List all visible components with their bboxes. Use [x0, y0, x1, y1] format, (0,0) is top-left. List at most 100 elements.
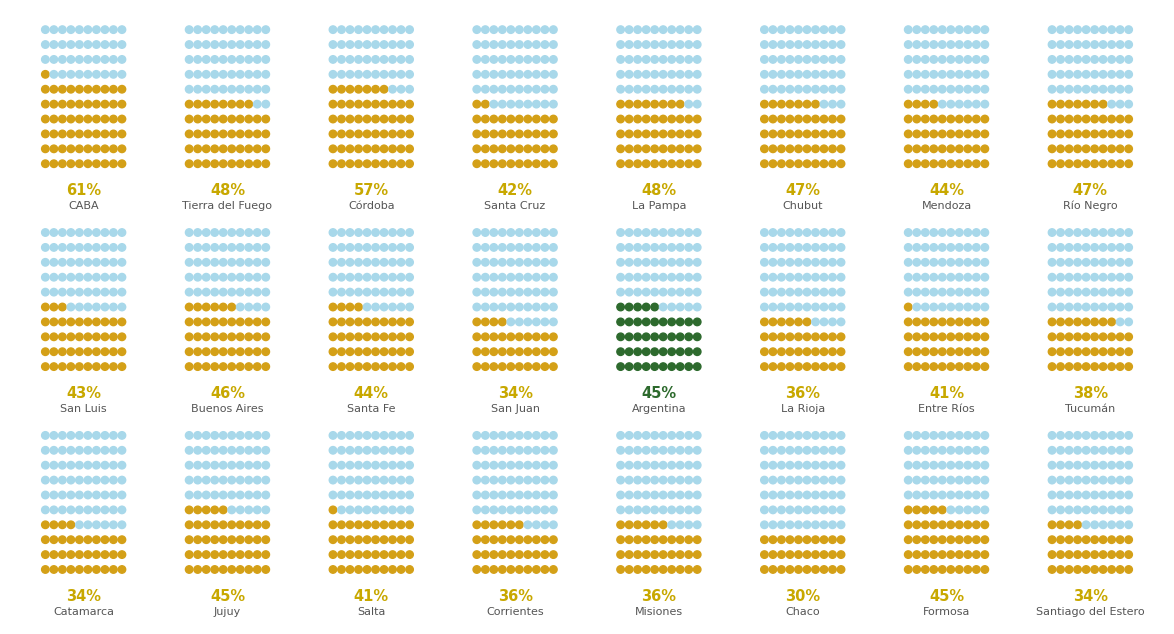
Ellipse shape [668, 318, 675, 326]
Ellipse shape [795, 130, 802, 138]
Ellipse shape [380, 521, 387, 529]
Ellipse shape [119, 303, 126, 311]
Ellipse shape [922, 26, 929, 34]
Ellipse shape [338, 462, 345, 469]
Ellipse shape [1091, 303, 1099, 311]
Ellipse shape [668, 259, 675, 266]
Ellipse shape [922, 348, 929, 356]
Ellipse shape [947, 160, 954, 167]
Ellipse shape [956, 145, 963, 153]
Ellipse shape [533, 70, 540, 78]
Ellipse shape [795, 536, 802, 543]
Ellipse shape [694, 446, 701, 454]
Ellipse shape [372, 506, 379, 514]
Ellipse shape [769, 273, 777, 281]
Ellipse shape [821, 70, 828, 78]
Ellipse shape [668, 70, 675, 78]
Ellipse shape [355, 506, 363, 514]
Ellipse shape [397, 318, 405, 326]
Ellipse shape [397, 229, 405, 236]
Ellipse shape [930, 476, 938, 484]
Ellipse shape [406, 318, 413, 326]
Ellipse shape [777, 26, 785, 34]
Ellipse shape [811, 115, 819, 123]
Ellipse shape [85, 333, 92, 340]
Ellipse shape [109, 432, 117, 439]
Ellipse shape [803, 259, 811, 266]
Ellipse shape [837, 243, 845, 251]
Ellipse shape [549, 160, 558, 167]
Ellipse shape [67, 536, 75, 543]
Ellipse shape [1074, 551, 1081, 559]
Ellipse shape [642, 70, 650, 78]
Ellipse shape [981, 491, 989, 499]
Ellipse shape [245, 115, 252, 123]
Ellipse shape [202, 259, 210, 266]
Ellipse shape [676, 303, 684, 311]
Ellipse shape [228, 145, 236, 153]
Ellipse shape [668, 41, 675, 48]
Ellipse shape [245, 536, 252, 543]
Ellipse shape [1082, 130, 1089, 138]
Ellipse shape [109, 160, 117, 167]
Ellipse shape [346, 491, 353, 499]
Ellipse shape [515, 536, 524, 543]
Ellipse shape [616, 566, 625, 573]
Ellipse shape [499, 41, 506, 48]
Ellipse shape [549, 348, 558, 356]
Ellipse shape [372, 551, 379, 559]
Ellipse shape [930, 145, 938, 153]
Ellipse shape [109, 303, 117, 311]
Ellipse shape [109, 506, 117, 514]
Ellipse shape [1091, 462, 1099, 469]
Ellipse shape [245, 259, 252, 266]
Ellipse shape [389, 26, 397, 34]
Ellipse shape [220, 160, 227, 167]
Ellipse shape [355, 363, 363, 370]
Ellipse shape [380, 273, 387, 281]
Ellipse shape [380, 70, 387, 78]
Ellipse shape [254, 288, 261, 296]
Ellipse shape [85, 243, 92, 251]
Ellipse shape [956, 491, 963, 499]
Ellipse shape [650, 86, 659, 93]
Ellipse shape [761, 491, 768, 499]
Ellipse shape [85, 551, 92, 559]
Ellipse shape [220, 333, 227, 340]
Ellipse shape [947, 229, 954, 236]
Ellipse shape [616, 70, 625, 78]
Ellipse shape [829, 521, 836, 529]
Ellipse shape [938, 551, 946, 559]
Ellipse shape [406, 145, 413, 153]
Ellipse shape [59, 130, 66, 138]
Ellipse shape [389, 333, 397, 340]
Ellipse shape [1091, 115, 1099, 123]
Ellipse shape [676, 243, 684, 251]
Ellipse shape [1057, 259, 1065, 266]
Ellipse shape [194, 160, 202, 167]
Ellipse shape [938, 273, 946, 281]
Ellipse shape [676, 160, 684, 167]
Ellipse shape [660, 506, 667, 514]
Ellipse shape [75, 506, 83, 514]
Ellipse shape [346, 56, 353, 63]
Ellipse shape [515, 229, 524, 236]
Ellipse shape [541, 521, 548, 529]
Ellipse shape [777, 229, 785, 236]
Ellipse shape [684, 259, 693, 266]
Ellipse shape [490, 160, 498, 167]
Ellipse shape [837, 318, 845, 326]
Ellipse shape [101, 303, 109, 311]
Ellipse shape [262, 160, 270, 167]
Ellipse shape [507, 476, 514, 484]
Ellipse shape [821, 229, 828, 236]
Ellipse shape [515, 100, 524, 108]
Ellipse shape [660, 70, 667, 78]
Ellipse shape [1091, 432, 1099, 439]
Ellipse shape [346, 26, 353, 34]
Ellipse shape [67, 160, 75, 167]
Ellipse shape [406, 446, 413, 454]
Ellipse shape [1048, 288, 1055, 296]
Ellipse shape [1125, 566, 1133, 573]
Ellipse shape [481, 303, 490, 311]
